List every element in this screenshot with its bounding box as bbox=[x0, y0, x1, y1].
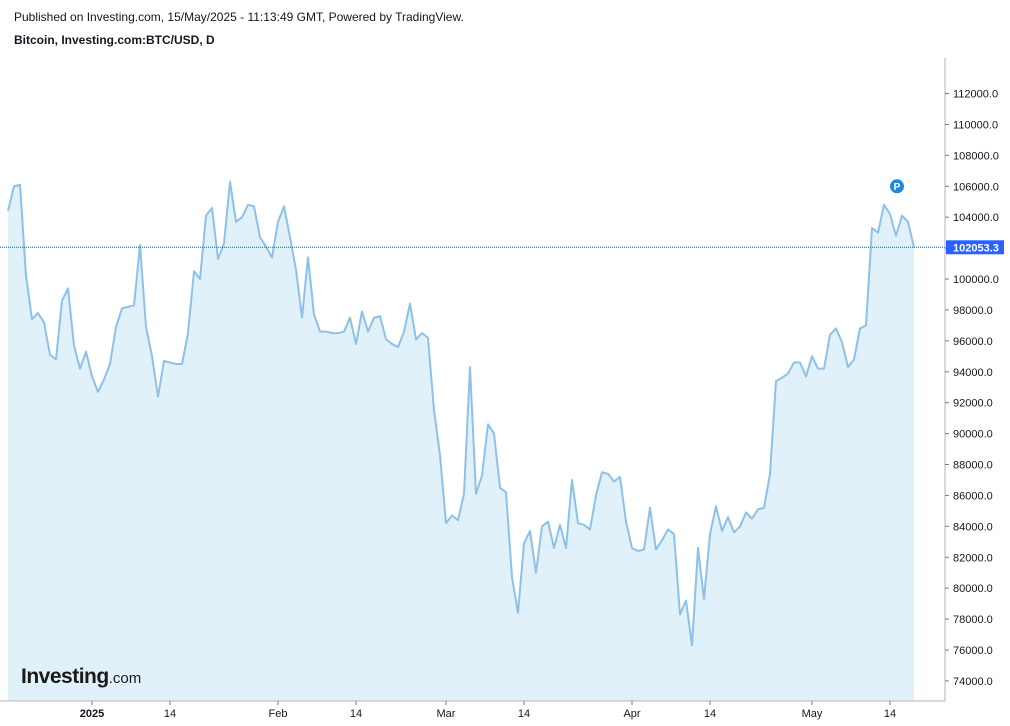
x-tick-label: Feb bbox=[269, 708, 288, 720]
area-fill bbox=[8, 181, 914, 701]
y-tick-label: 74000.0 bbox=[953, 676, 993, 688]
y-tick-label: 84000.0 bbox=[953, 521, 993, 533]
x-axis: 2025 14 Feb 14 Mar 14 Apr 14 May 14 bbox=[0, 700, 945, 720]
y-tick-label: 108000.0 bbox=[953, 150, 999, 162]
y-tick-label: 92000.0 bbox=[953, 398, 993, 410]
y-tick-label: 94000.0 bbox=[953, 367, 993, 379]
y-tick-label: 88000.0 bbox=[953, 460, 993, 472]
x-tick-label: May bbox=[802, 708, 823, 720]
chart-title: Bitcoin, Investing.com:BTC/USD, D bbox=[14, 33, 215, 47]
p-marker-label: P bbox=[894, 182, 901, 193]
y-tick-label: 78000.0 bbox=[953, 614, 993, 626]
x-tick-label: Mar bbox=[437, 708, 456, 720]
x-tick-label: 14 bbox=[884, 708, 896, 720]
last-price-label: 102053.3 bbox=[953, 242, 999, 254]
y-tick-label: 76000.0 bbox=[953, 645, 993, 657]
logo-main: Investing bbox=[21, 665, 109, 688]
y-tick-label: 96000.0 bbox=[953, 336, 993, 348]
plot-area: P bbox=[0, 179, 945, 701]
x-tick-label: 14 bbox=[164, 708, 176, 720]
logo-suffix: .com bbox=[108, 670, 142, 687]
x-tick-label: 14 bbox=[350, 708, 362, 720]
y-tick-label: 82000.0 bbox=[953, 552, 993, 564]
y-tick-label: 98000.0 bbox=[953, 305, 993, 317]
p-marker-circle bbox=[890, 179, 904, 194]
p-marker: P bbox=[890, 179, 904, 194]
x-tick-label: 2025 bbox=[80, 708, 104, 720]
y-tick-label: 104000.0 bbox=[953, 212, 999, 224]
y-axis: 74000.0 76000.0 78000.0 80000.0 82000.0 84000… bbox=[944, 58, 1004, 701]
x-tick-label: 14 bbox=[518, 708, 530, 720]
y-tick-label: 106000.0 bbox=[953, 181, 999, 193]
price-line bbox=[7, 180, 915, 647]
y-tick-label: 100000.0 bbox=[953, 274, 999, 286]
y-tick-label: 90000.0 bbox=[953, 429, 993, 441]
y-tick-label: 110000.0 bbox=[953, 119, 998, 131]
y-tick-label: 112000.0 bbox=[953, 89, 998, 101]
last-price-badge: 102053.3 bbox=[946, 240, 1004, 255]
last-price-badge-bg bbox=[946, 240, 1004, 255]
published-caption: Published on Investing.com, 15/May/2025 … bbox=[14, 10, 464, 24]
x-tick-label: Apr bbox=[623, 708, 640, 720]
investing-logo: Investing.com bbox=[21, 665, 141, 689]
y-tick-label: 86000.0 bbox=[953, 490, 993, 502]
y-tick-label: 80000.0 bbox=[953, 583, 993, 595]
x-tick-label: 14 bbox=[704, 708, 716, 720]
